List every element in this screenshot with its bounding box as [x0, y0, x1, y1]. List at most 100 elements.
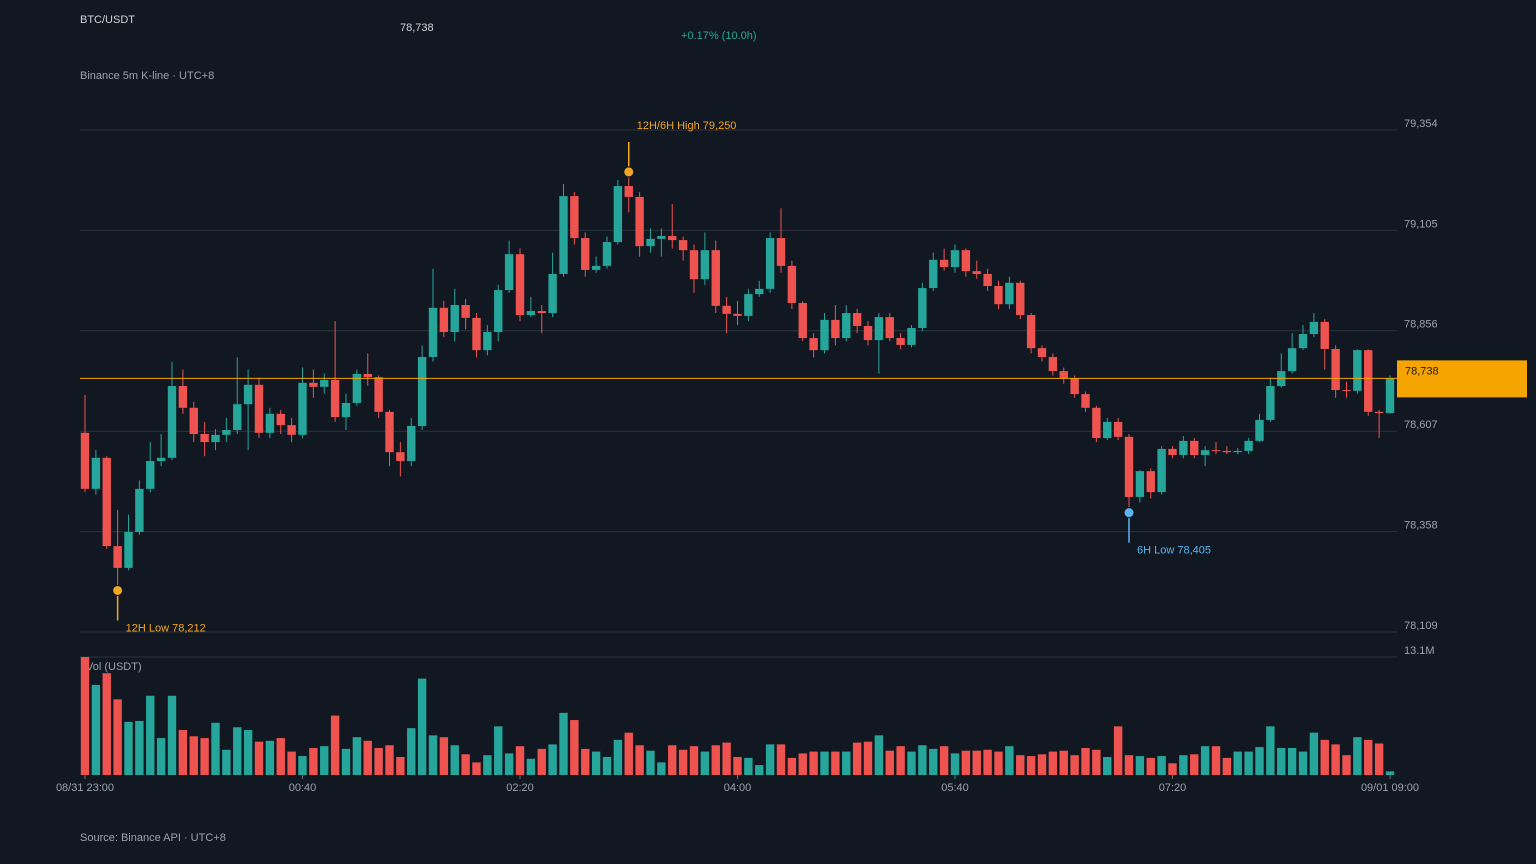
volume-bar [363, 740, 372, 775]
volume-bar [1200, 746, 1210, 775]
candle-body [852, 313, 862, 326]
volume-bar [1266, 726, 1275, 775]
volume-bar [961, 750, 971, 775]
candle-body [559, 196, 568, 274]
candle-body [265, 413, 275, 433]
candle-body [494, 290, 503, 333]
candle-body [515, 254, 525, 316]
symbol: BTC/USDT [80, 14, 135, 26]
volume-bar [320, 746, 329, 775]
candle-body [1364, 350, 1373, 412]
volume-bar [1364, 739, 1373, 775]
volume-bar [341, 748, 351, 775]
volume-bar [1255, 747, 1264, 775]
candle-body [1103, 421, 1112, 439]
volume-bar [254, 741, 264, 775]
volume-bar [1124, 755, 1134, 775]
candle-body [874, 317, 884, 341]
y-tick-label: 78,109 [1404, 620, 1438, 632]
volume-bar [755, 765, 764, 775]
volume-bar [102, 673, 111, 775]
candle-body [733, 313, 742, 316]
volume-bar [765, 744, 775, 775]
volume-bar [983, 749, 992, 775]
candle-body [1342, 390, 1351, 392]
candle-body [407, 425, 416, 462]
volume-bar [863, 741, 873, 775]
candle-body [287, 425, 296, 435]
volume-bar [417, 678, 427, 775]
volume-bar [1146, 757, 1155, 775]
volume-bar [124, 721, 133, 775]
x-tick-label: 08/31 23:00 [56, 782, 114, 794]
y-tick-label: 79,105 [1404, 218, 1438, 230]
volume-bar [744, 757, 753, 775]
volume-bar [1331, 744, 1340, 775]
volume-bar [472, 762, 481, 775]
volume-bar [1005, 746, 1014, 775]
volume-bar [842, 751, 851, 775]
volume-bar [450, 745, 459, 775]
volume-bar [1385, 771, 1395, 775]
volume-bar [243, 729, 253, 775]
volume-bar [885, 750, 894, 775]
volume-bar [1113, 726, 1123, 775]
candle-body [124, 532, 133, 568]
volume-bar [1103, 756, 1112, 775]
volume-bar [298, 756, 307, 775]
candle-body [1331, 348, 1340, 391]
candle-body [450, 304, 459, 333]
candle-body [765, 238, 775, 289]
volume-bar [950, 753, 960, 775]
subtitle: Binance 5m K-line · UTC+8 [80, 70, 214, 82]
volume-bar [1026, 756, 1036, 775]
candle-body [135, 488, 144, 533]
candle-body [1287, 348, 1297, 372]
volume-bar [515, 746, 525, 775]
candle-body [537, 311, 546, 314]
candle-body [1266, 386, 1275, 420]
candle-body [102, 457, 111, 547]
volume-bar [918, 745, 927, 775]
candle-body [1385, 378, 1395, 414]
candle-body [374, 377, 383, 412]
x-tick-label: 00:40 [289, 782, 317, 794]
volume-bar [330, 715, 340, 775]
candle-body [439, 307, 449, 333]
candle-body [700, 250, 710, 280]
candle-body [91, 457, 101, 489]
candle-body [200, 434, 209, 443]
candle-body [341, 402, 351, 418]
volume-bar [287, 751, 296, 775]
candle-body [146, 461, 155, 489]
candle-body [776, 238, 786, 266]
x-tick-label: 09/01 09:00 [1361, 782, 1419, 794]
candle-body [309, 382, 318, 387]
volume-bar [831, 751, 840, 775]
candle-body [483, 332, 492, 351]
candle-body [233, 404, 242, 430]
volume-bar [178, 729, 188, 775]
candle-body [178, 386, 188, 408]
volume-bar [461, 754, 470, 775]
volume-bar [678, 749, 688, 775]
candle-body [1113, 421, 1123, 437]
price: 78,738 [400, 22, 434, 34]
annotation-label: 12H/6H High 79,250 [637, 120, 737, 132]
y-tick-label: 78,607 [1404, 419, 1438, 431]
volume-bar [548, 744, 557, 775]
candle-body [929, 259, 938, 289]
candle-body [428, 307, 438, 358]
candle-body [1092, 407, 1101, 439]
candle-body [711, 250, 720, 306]
candle-body [1353, 350, 1362, 391]
candle-body [1037, 348, 1047, 358]
candle-body [526, 311, 536, 316]
volume-bar [668, 745, 677, 775]
volume-bar [80, 657, 90, 775]
candle-body [613, 186, 623, 243]
volume-bar [1244, 751, 1253, 775]
volume-bar [722, 742, 731, 775]
candle-body [591, 265, 601, 270]
candle-body [385, 411, 394, 453]
